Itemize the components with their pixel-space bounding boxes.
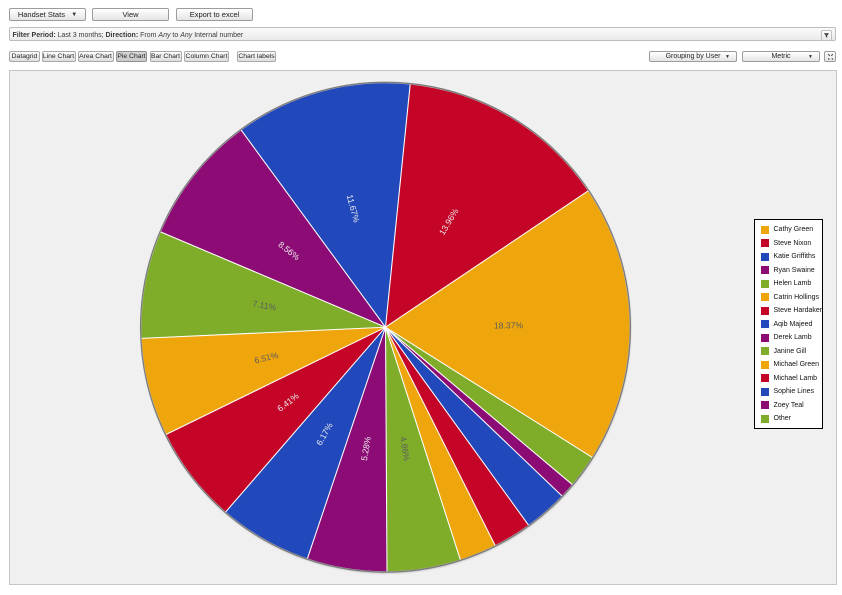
svg-text:5.28%: 5.28% xyxy=(359,435,373,461)
svg-text:18.37%: 18.37% xyxy=(494,320,524,330)
svg-text:4.86%: 4.86% xyxy=(398,436,412,462)
svg-text:7.11%: 7.11% xyxy=(252,298,277,312)
